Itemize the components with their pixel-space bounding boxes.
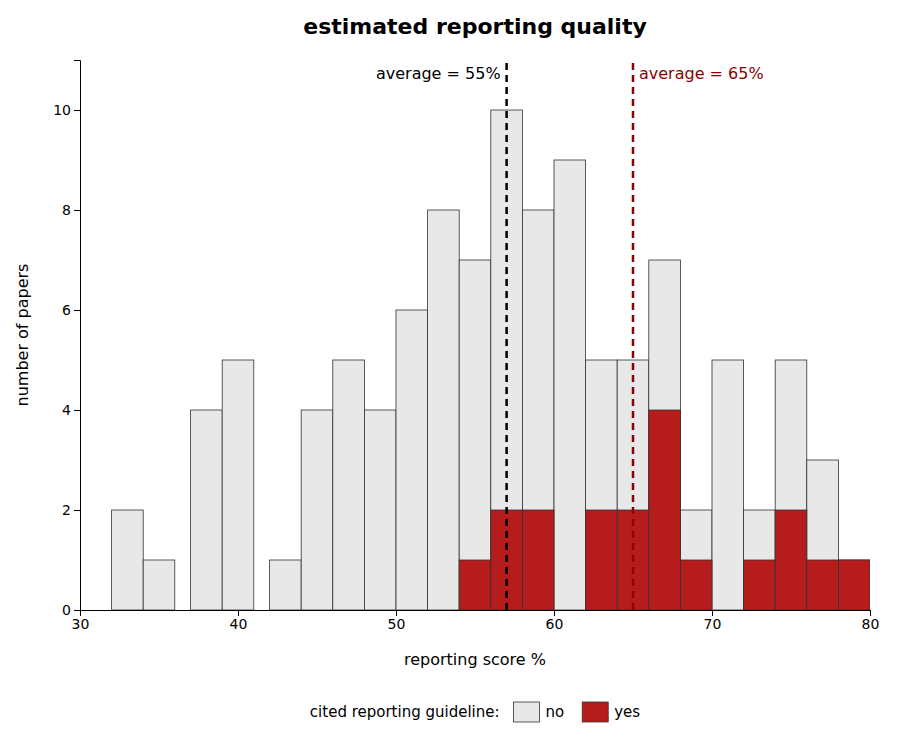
bar [333, 360, 365, 610]
tick-label: 50 [388, 616, 406, 632]
tick: 70 [704, 610, 722, 632]
bar [554, 160, 586, 610]
tick: 40 [230, 610, 248, 632]
bar [744, 560, 776, 610]
tick-mark [74, 410, 80, 411]
legend-title: cited reporting guideline: [310, 703, 500, 721]
bar [428, 210, 460, 610]
tick: 50 [388, 610, 406, 632]
annotation: average = 65% [639, 64, 764, 83]
bar [112, 610, 144, 611]
tick-label: 10 [53, 102, 71, 118]
bar [744, 510, 776, 610]
tick-mark [74, 510, 80, 511]
bar [586, 360, 618, 610]
legend-label: no [546, 703, 565, 721]
bar [333, 610, 365, 611]
tick-label: 8 [62, 202, 71, 218]
bar [712, 610, 744, 611]
axis-line [74, 61, 81, 611]
bar [222, 610, 254, 611]
tick-mark [74, 310, 80, 311]
bar [680, 510, 712, 610]
bar [396, 310, 428, 610]
tick: 80 [862, 610, 880, 632]
y-axis: 0 2 4 6 8 10 [53, 61, 80, 618]
bar [775, 360, 807, 610]
legend: cited reporting guideline: no yes [310, 702, 640, 722]
tick-label: 2 [62, 502, 71, 518]
bar [270, 610, 302, 611]
bar [301, 410, 333, 610]
tick-label: 70 [704, 616, 722, 632]
tick-label: 80 [862, 616, 880, 632]
tick-mark [74, 110, 80, 111]
legend-item: no [514, 702, 565, 722]
bar [522, 510, 554, 610]
tick: 6 [62, 302, 80, 318]
tick-mark [74, 210, 80, 211]
bar [143, 610, 175, 611]
bar-series [112, 110, 870, 610]
bar [807, 460, 839, 610]
bar [838, 560, 870, 610]
bar [807, 560, 839, 610]
tick-mark [74, 610, 80, 611]
legend-swatch [514, 702, 540, 722]
bar [680, 560, 712, 610]
legend-item: yes [582, 702, 640, 722]
tick: 30 [72, 610, 90, 632]
bar [586, 510, 618, 610]
title: estimated reporting quality [303, 14, 647, 39]
bar [649, 410, 681, 610]
tick-label: 4 [62, 402, 71, 418]
bar [222, 360, 254, 610]
axis-line [81, 611, 871, 617]
tick: 60 [546, 610, 564, 632]
bar [459, 560, 491, 610]
bar [649, 260, 681, 610]
bar [364, 410, 396, 610]
annotation: average = 55% [376, 64, 501, 83]
bar [191, 410, 223, 610]
legend-label: yes [614, 703, 640, 721]
bar [459, 260, 491, 610]
bar [712, 360, 744, 610]
bar [396, 610, 428, 611]
bar [364, 610, 396, 611]
bar [301, 610, 333, 611]
tick: 0 [62, 602, 80, 618]
tick: 2 [62, 502, 80, 518]
chart: 30 40 50 60 70 80 0 2 4 6 8 10 average = 55% average … [0, 0, 900, 750]
plot-area [112, 60, 870, 610]
bar [270, 560, 302, 610]
bar [191, 610, 223, 611]
bar [554, 610, 586, 611]
tick: 10 [53, 102, 80, 118]
tick-label: 30 [72, 616, 90, 632]
tick-label: 6 [62, 302, 71, 318]
x-axis-title: reporting score % [404, 650, 546, 669]
tick-label: 60 [546, 616, 564, 632]
bar [838, 560, 870, 610]
bar [428, 610, 460, 611]
tick: 4 [62, 402, 80, 418]
tick-label: 0 [62, 602, 71, 618]
bar [143, 560, 175, 610]
tick: 8 [62, 202, 80, 218]
bar [522, 210, 554, 610]
average-line [632, 60, 635, 610]
tick-label: 40 [230, 616, 248, 632]
legend-swatch [582, 702, 608, 722]
bar [775, 510, 807, 610]
bar [112, 510, 144, 610]
average-line [505, 60, 508, 610]
x-axis: 30 40 50 60 70 80 [72, 610, 880, 632]
y-axis-title: number of papers [13, 264, 32, 407]
bar-series [459, 410, 870, 610]
